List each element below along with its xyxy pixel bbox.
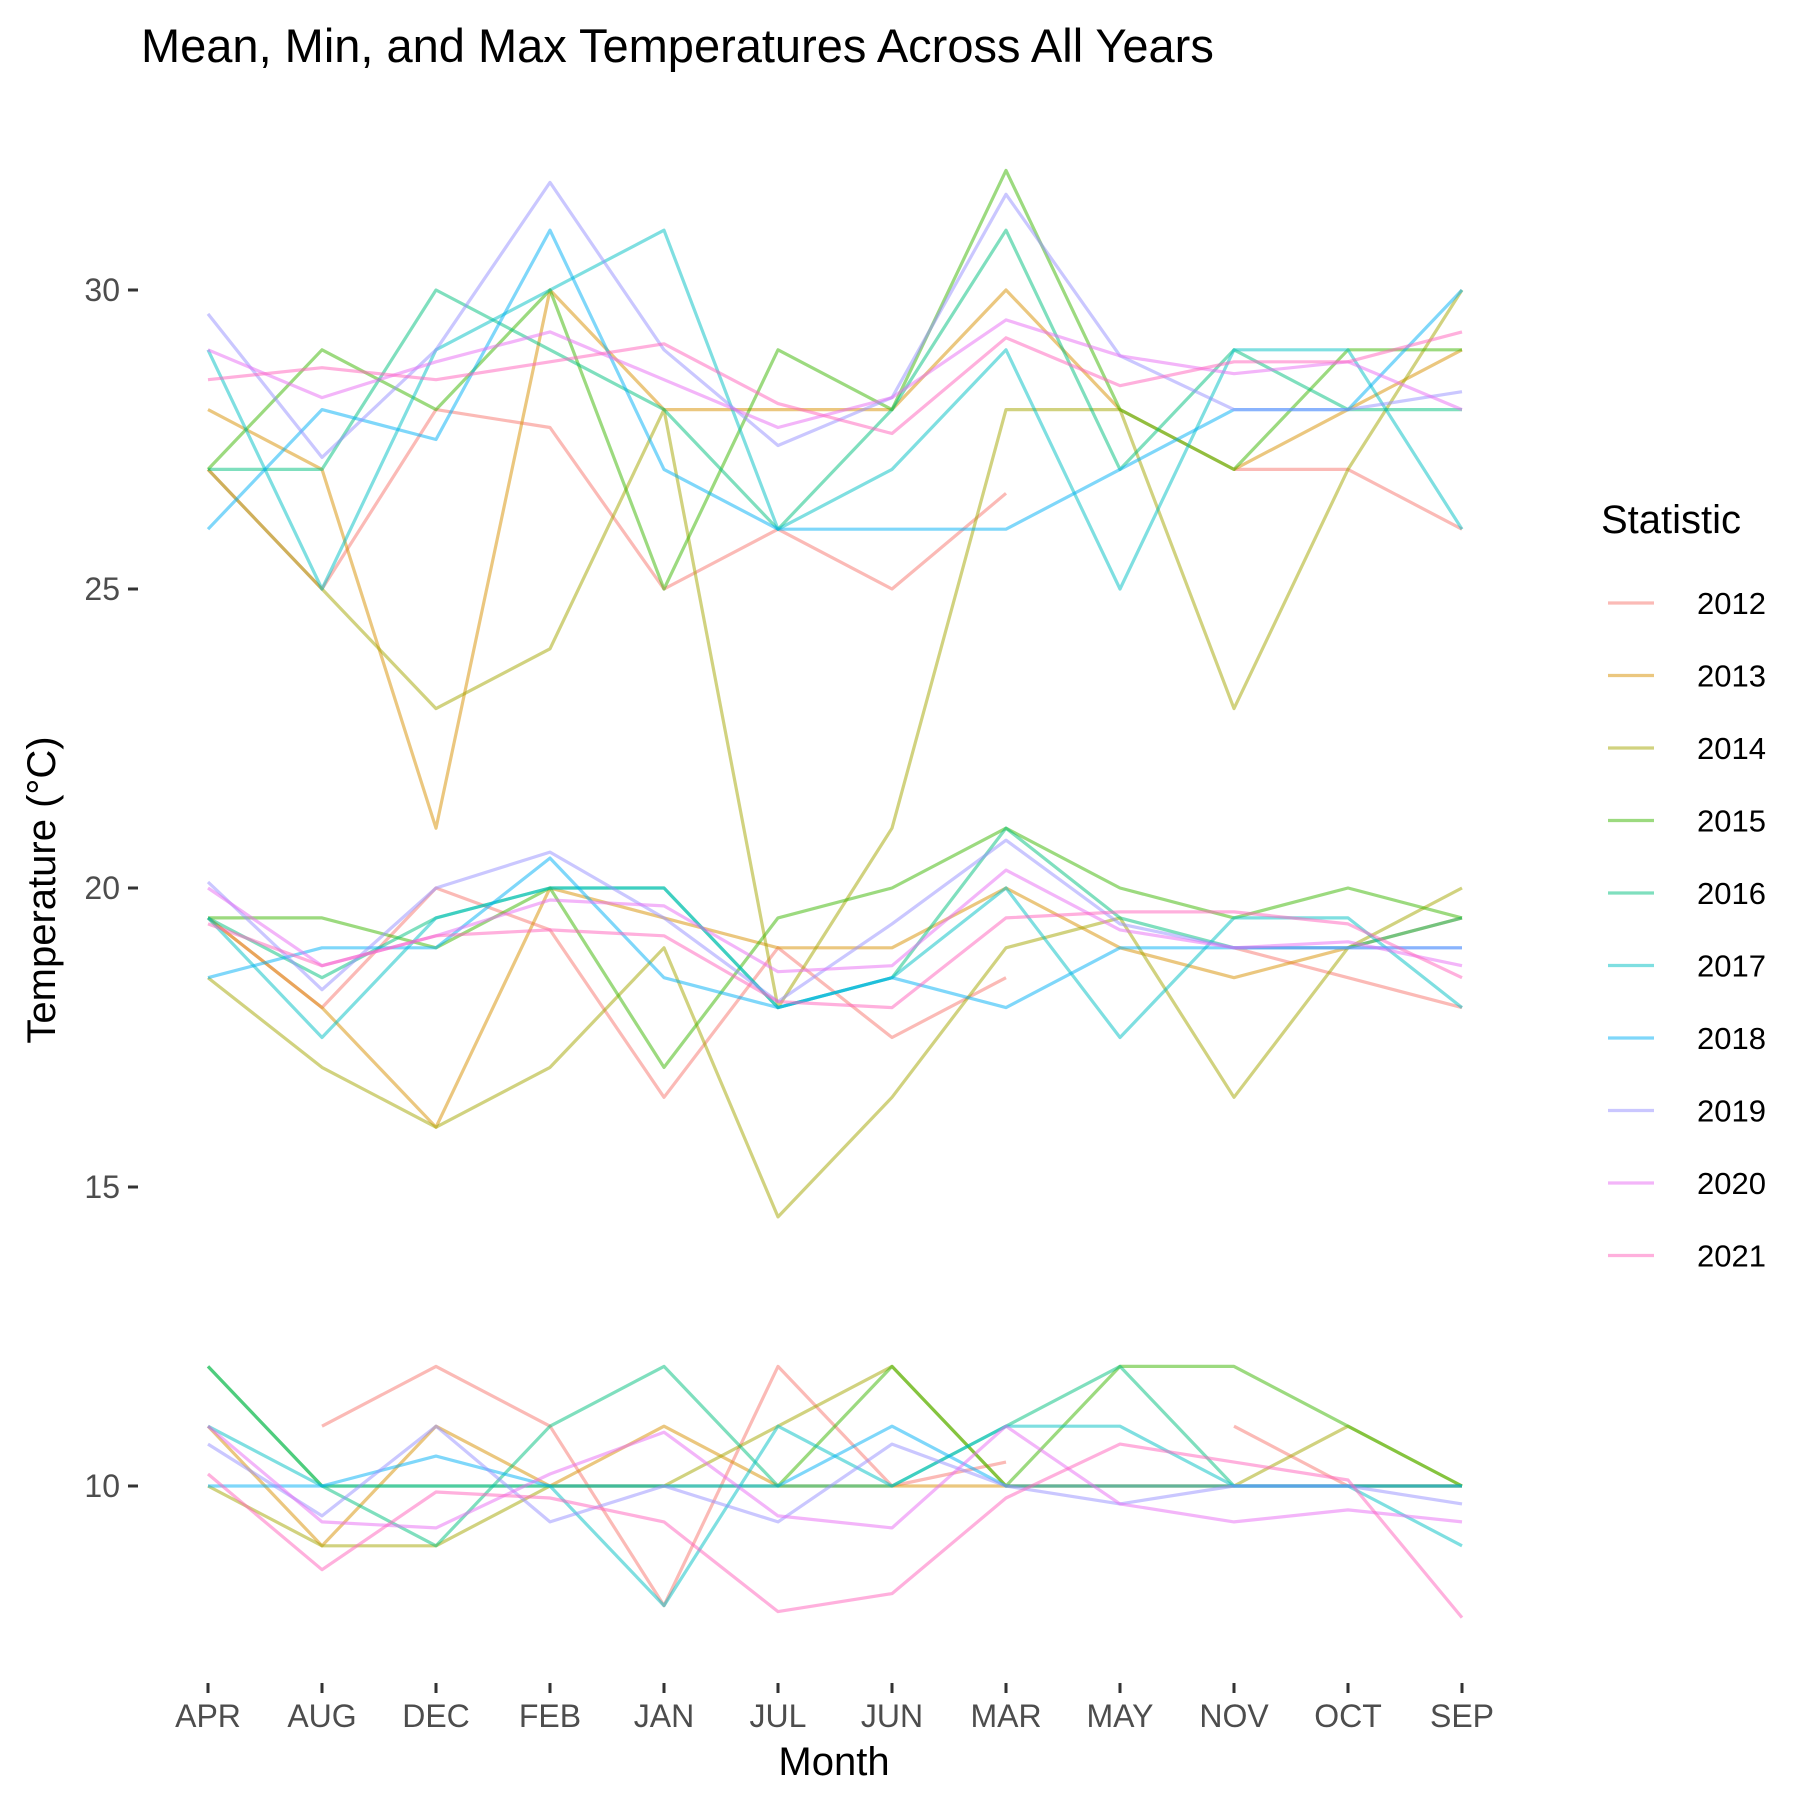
- line-2019-mean: [206, 838, 1462, 1004]
- x-tick-label-may: MAY: [1087, 1698, 1154, 1734]
- line-2012-mean-1: [1233, 946, 1463, 1010]
- line-2020-max: [207, 318, 1463, 430]
- line-2017-max: [206, 228, 1464, 591]
- line-2014-mean: [207, 886, 1463, 1219]
- y-tick-label-15: 15: [84, 1169, 120, 1205]
- line-2019-min: [207, 1424, 1463, 1524]
- legend-item-2013: 2013: [1608, 659, 1766, 694]
- x-tick-label-jun: JUN: [861, 1698, 923, 1734]
- line-2012-mean-0: [207, 886, 1007, 1099]
- line-2020-min: [206, 1424, 1463, 1530]
- line-2016-max: [208, 228, 1462, 531]
- line-2012-max-1: [1234, 467, 1463, 531]
- line-2017-min: [207, 1424, 1463, 1608]
- y-tick-label-25: 25: [84, 571, 120, 607]
- line-2021-mean: [207, 910, 1463, 1010]
- x-tick-label-jan: JAN: [634, 1698, 694, 1734]
- line-2013-mean: [207, 886, 1463, 1129]
- x-tick-label-aug: AUG: [287, 1698, 356, 1734]
- legend-item-2018: 2018: [1608, 1021, 1766, 1056]
- legend-item-2021: 2021: [1608, 1239, 1766, 1274]
- chart-title: Mean, Min, and Max Temperatures Across A…: [141, 19, 1214, 72]
- series-layer: [206, 168, 1464, 1619]
- line-2012-max-0: [206, 408, 1008, 591]
- legend-label-2014: 2014: [1697, 731, 1766, 766]
- legend-label-2021: 2021: [1697, 1239, 1766, 1274]
- legend-label-2013: 2013: [1697, 659, 1766, 694]
- y-axis: 10 15 20 25 30: [84, 272, 138, 1504]
- legend-item-2020: 2020: [1608, 1166, 1766, 1201]
- x-tick-label-nov: NOV: [1199, 1698, 1269, 1734]
- line-2018-mean: [207, 856, 1462, 1010]
- x-tick-label-feb: FEB: [519, 1698, 581, 1734]
- series-2015: [206, 168, 1463, 1488]
- legend-item-2016: 2016: [1608, 876, 1766, 911]
- legend-label-2018: 2018: [1697, 1021, 1766, 1056]
- legend-item-2017: 2017: [1608, 949, 1766, 984]
- legend-title: Statistic: [1601, 498, 1741, 542]
- line-2012-min-1: [1233, 1424, 1462, 1488]
- x-tick-label-sep: SEP: [1430, 1698, 1494, 1734]
- legend-label-2012: 2012: [1697, 586, 1766, 621]
- y-tick-label-20: 20: [84, 870, 120, 906]
- legend: Statistic 2012 2013 2014 2015 2016 2017 2018 20…: [1601, 498, 1766, 1274]
- y-axis-title: Temperature (°C): [20, 736, 64, 1043]
- line-2019-max: [206, 180, 1463, 459]
- x-tick-label-jul: JUL: [750, 1698, 807, 1734]
- series-2021: [206, 330, 1464, 1619]
- x-axis-title: Month: [778, 1740, 889, 1784]
- y-tick-label-10: 10: [84, 1468, 120, 1504]
- legend-label-2017: 2017: [1697, 949, 1766, 984]
- line-2014-max: [206, 289, 1464, 1010]
- x-axis: APR AUG DEC FEB JAN JUL JUN MAR MAY NOV OCT SEP: [175, 1683, 1494, 1734]
- x-tick-label-dec: DEC: [402, 1698, 470, 1734]
- legend-item-2014: 2014: [1608, 731, 1766, 766]
- legend-label-2016: 2016: [1697, 876, 1766, 911]
- series-2014: [206, 289, 1464, 1548]
- legend-item-2012: 2012: [1608, 586, 1766, 621]
- x-tick-label-apr: APR: [175, 1698, 241, 1734]
- legend-label-2015: 2015: [1697, 804, 1766, 839]
- series-2019: [206, 180, 1463, 1524]
- legend-label-2020: 2020: [1697, 1166, 1766, 1201]
- line-2021-max: [207, 330, 1463, 436]
- line-2013-max: [207, 288, 1463, 830]
- line-2014-min: [207, 1364, 1463, 1548]
- y-tick-label-30: 30: [84, 272, 120, 308]
- legend-item-2015: 2015: [1608, 804, 1766, 839]
- legend-label-2019: 2019: [1697, 1094, 1766, 1129]
- line-2021-min: [206, 1442, 1464, 1619]
- legend-item-2019: 2019: [1608, 1094, 1766, 1129]
- x-tick-label-oct: OCT: [1314, 1698, 1382, 1734]
- line-2020-mean: [207, 868, 1463, 974]
- line-2015-max: [206, 168, 1462, 591]
- x-tick-label-mar: MAR: [970, 1698, 1041, 1734]
